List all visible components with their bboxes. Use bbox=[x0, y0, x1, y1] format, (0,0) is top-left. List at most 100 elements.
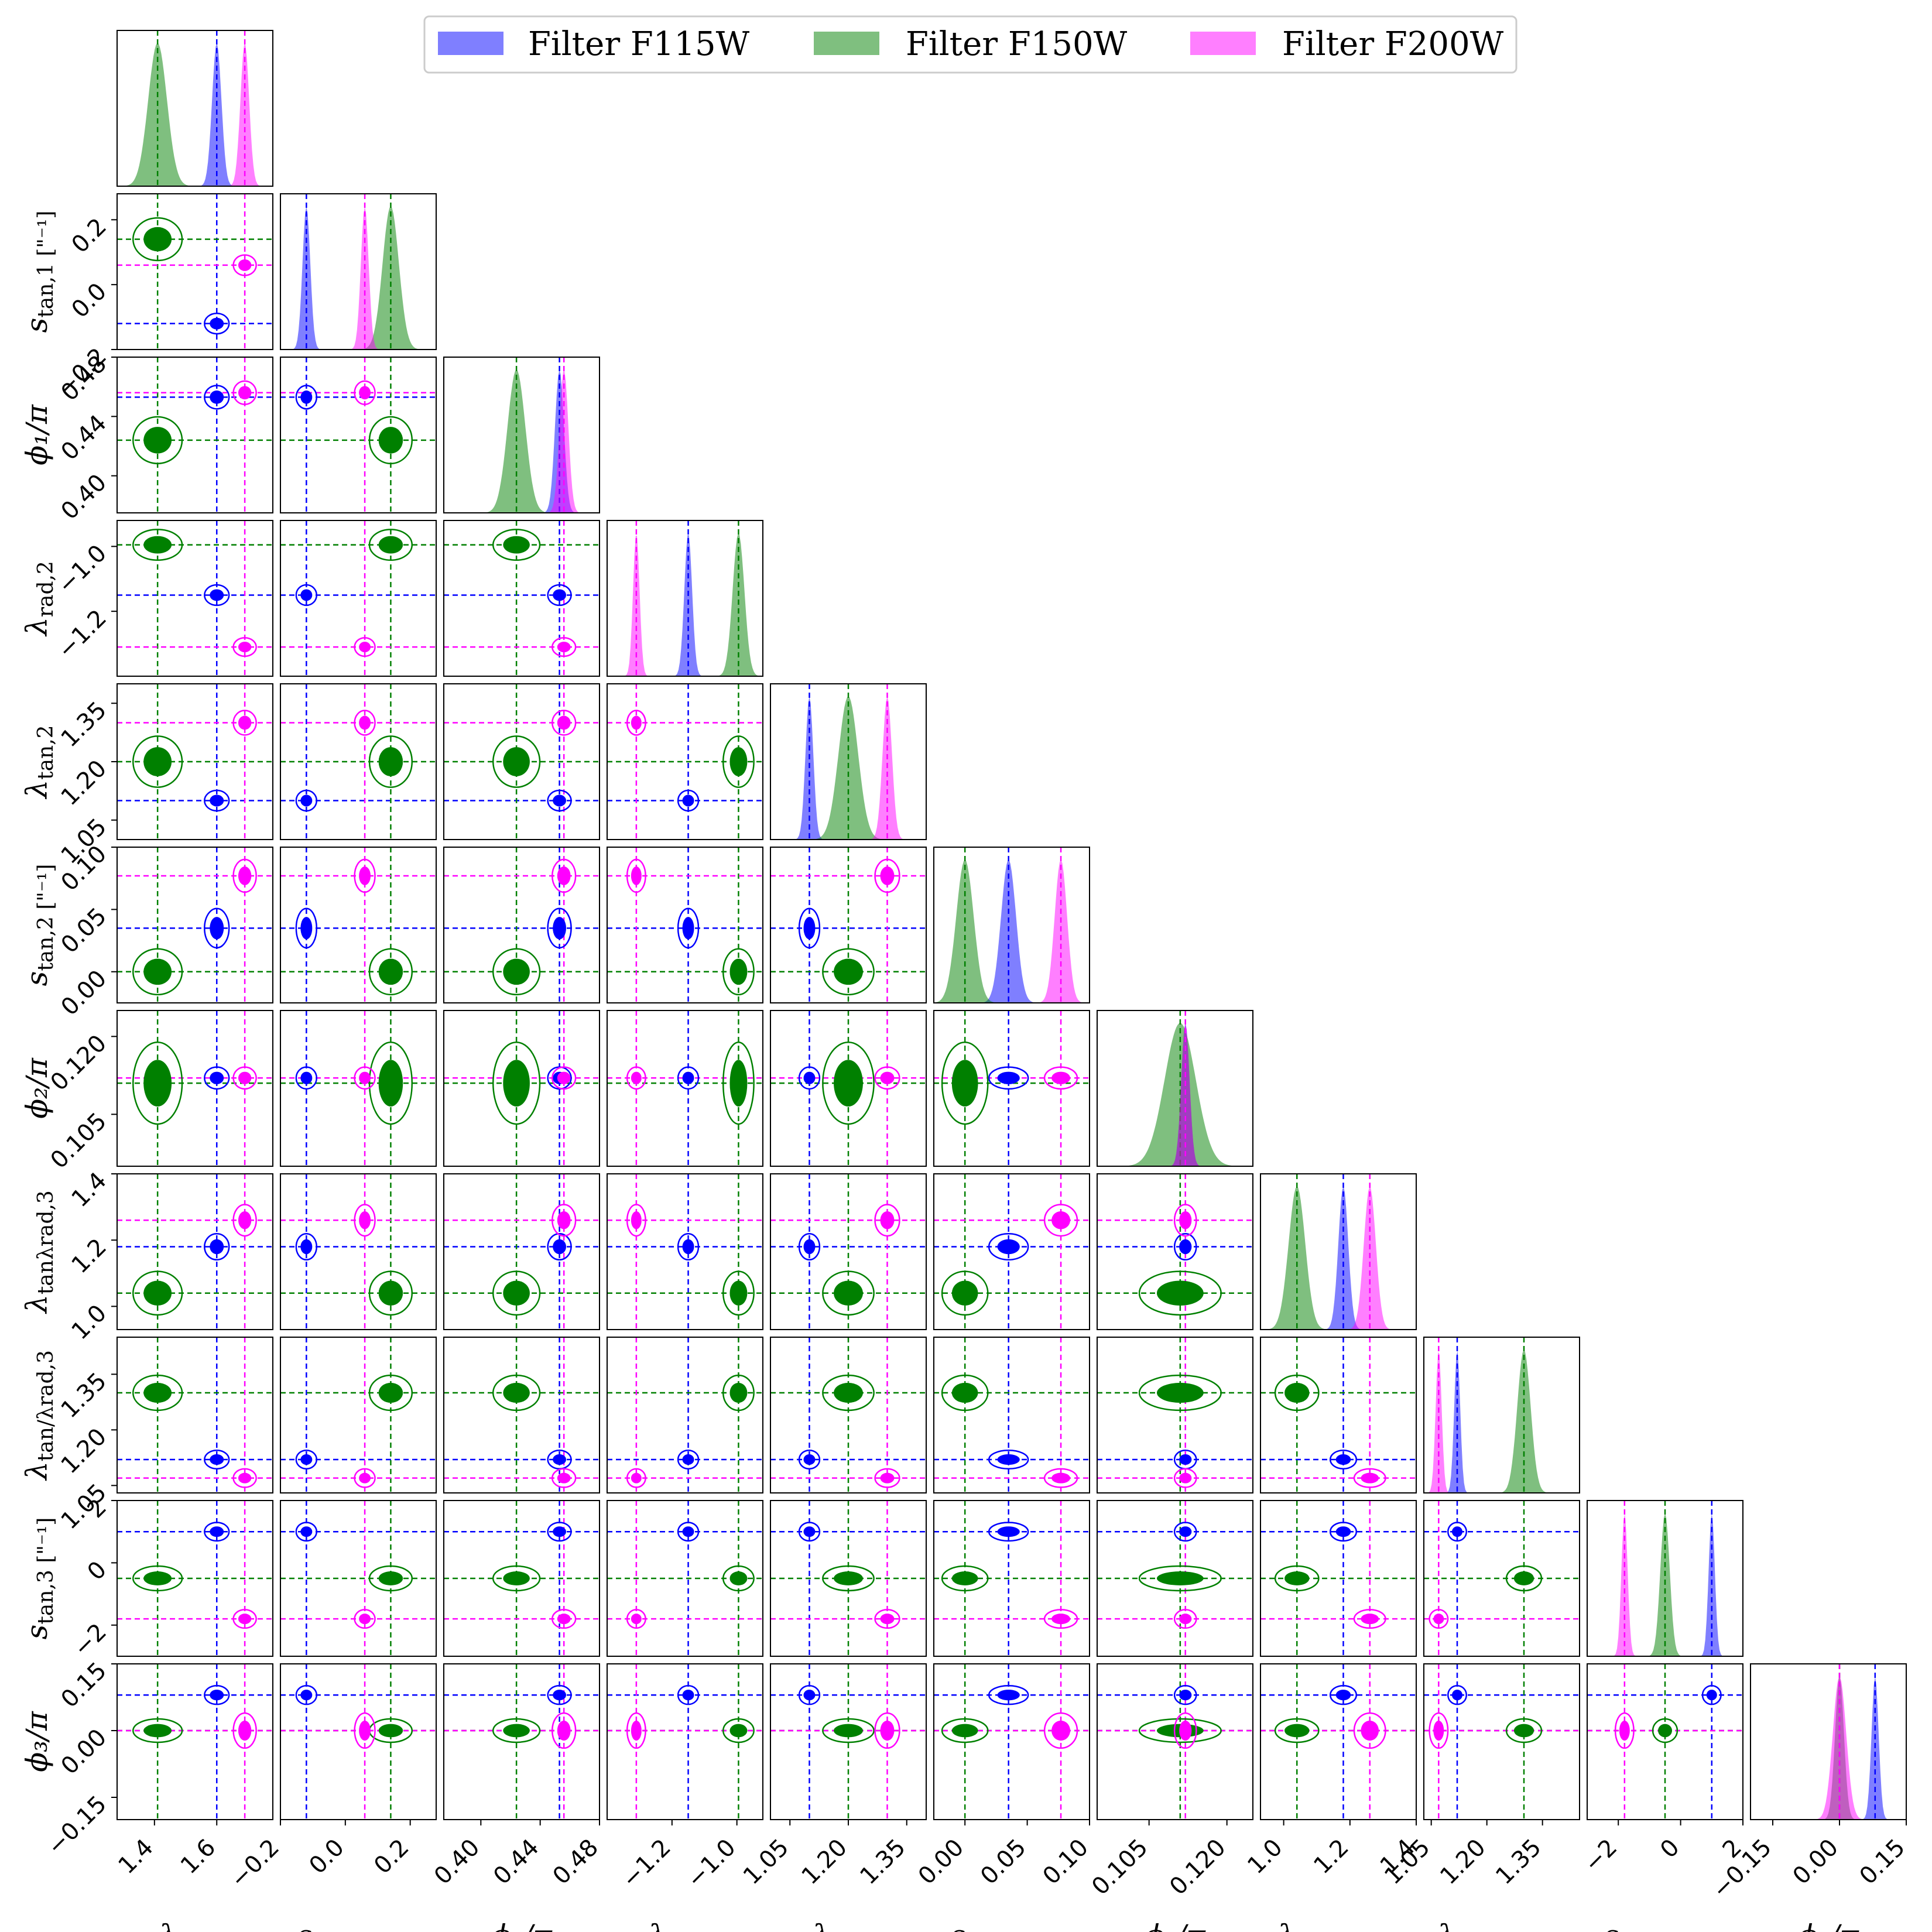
panel-frame bbox=[933, 1663, 1090, 1820]
panel-st2-phi3 bbox=[934, 1664, 1090, 1820]
contour-95-f200w bbox=[874, 1066, 900, 1090]
contour-68-f115w bbox=[300, 1071, 313, 1084]
panel-lt1-st3 bbox=[117, 1501, 273, 1656]
contour-68-f200w bbox=[631, 715, 642, 730]
contour-68-f150w bbox=[1156, 1280, 1204, 1306]
x-axis-label-lr2: λrad,2 bbox=[646, 1919, 722, 1932]
y-axis-label-ltlr3: λtanλrad,3 bbox=[20, 1190, 58, 1314]
contour-95-f200w bbox=[1173, 1204, 1197, 1237]
contour-95-f200w bbox=[354, 710, 376, 736]
panel-frame bbox=[607, 1337, 763, 1493]
contour-68-f150w bbox=[834, 958, 863, 985]
contour-95-f200w bbox=[232, 254, 257, 276]
panel-st1-st3 bbox=[280, 1501, 436, 1656]
contour-68-f200w bbox=[631, 1472, 642, 1484]
contour-95-f200w bbox=[1043, 1204, 1078, 1237]
contour-95-f150w bbox=[368, 529, 413, 561]
contour-68-f150w bbox=[378, 1060, 403, 1107]
panel-frame bbox=[443, 357, 600, 513]
y-tick-label: 0.00 bbox=[56, 965, 112, 1021]
contour-68-f200w bbox=[1051, 1720, 1071, 1741]
panel-frame bbox=[117, 847, 273, 1003]
panel-frame bbox=[1097, 1010, 1253, 1167]
panel-st1-st1 bbox=[280, 194, 436, 350]
panel-lt1-ltlr3 bbox=[117, 1174, 273, 1330]
panel-frame bbox=[933, 1337, 1090, 1493]
contour-95-f200w bbox=[232, 1066, 257, 1090]
contour-95-f200w bbox=[626, 1609, 646, 1629]
y-tick-label: 0.00 bbox=[56, 1724, 112, 1780]
contour-95-f200w bbox=[626, 1712, 646, 1749]
marginal-f115w bbox=[934, 859, 1090, 1003]
panel-lr2-lr2 bbox=[607, 520, 763, 676]
contour-95-f115w bbox=[204, 1066, 230, 1090]
contour-95-f115w bbox=[1173, 1522, 1197, 1542]
panel-frame bbox=[607, 1173, 763, 1330]
contour-68-f115w bbox=[210, 917, 224, 940]
contour-95-f150w bbox=[822, 948, 875, 996]
contour-68-f115w bbox=[1179, 1526, 1192, 1537]
contour-68-f150w bbox=[729, 1382, 748, 1403]
contour-95-f200w bbox=[354, 1609, 376, 1629]
contour-95-f150w bbox=[941, 1565, 989, 1592]
contour-68-f115w bbox=[1335, 1526, 1351, 1537]
contour-95-f115w bbox=[547, 1684, 572, 1705]
y-tick-label: 0.44 bbox=[56, 410, 112, 466]
panel-frame bbox=[117, 1337, 273, 1493]
panel-lt1-phi2 bbox=[117, 1010, 273, 1166]
contour-95-f200w bbox=[354, 1468, 376, 1488]
panel-frame bbox=[280, 683, 437, 840]
contour-95-f150w bbox=[1505, 1565, 1543, 1592]
contour-95-f200w bbox=[1353, 1609, 1386, 1629]
contour-68-f200w bbox=[359, 866, 371, 885]
contour-95-f150w bbox=[368, 1374, 413, 1412]
panel-ltdlr3-st3 bbox=[1424, 1501, 1580, 1656]
y-tick-label: 0.40 bbox=[56, 469, 112, 525]
contour-68-f200w bbox=[880, 1211, 895, 1229]
contour-68-f200w bbox=[359, 1071, 371, 1084]
panel-st1-lt2 bbox=[280, 684, 436, 840]
contour-95-f200w bbox=[354, 1204, 376, 1237]
contour-68-f150w bbox=[503, 747, 530, 776]
contour-95-f115w bbox=[204, 584, 230, 607]
marginal-f115w bbox=[1260, 1186, 1416, 1330]
marginal-f150w bbox=[1260, 1186, 1416, 1330]
contour-95-f115w bbox=[988, 1450, 1029, 1469]
panel-frame bbox=[933, 847, 1090, 1003]
contour-68-f115w bbox=[210, 1239, 224, 1255]
y-tick-label: −0.15 bbox=[42, 1791, 112, 1861]
contour-68-f115w bbox=[553, 1239, 566, 1255]
contour-68-f115w bbox=[1335, 1690, 1351, 1701]
panel-lr2-st3 bbox=[607, 1501, 763, 1656]
contour-68-f115w bbox=[300, 1454, 313, 1465]
panel-st2-phi2 bbox=[934, 1010, 1090, 1166]
contour-95-f150w bbox=[492, 1718, 541, 1743]
contour-95-f150w bbox=[722, 948, 755, 996]
legend: Filter F115W Filter F150W Filter F200W bbox=[423, 15, 1517, 74]
contour-95-f115w bbox=[798, 1684, 821, 1705]
panel-lt1-lr2 bbox=[117, 520, 273, 676]
panel-phi1-phi1 bbox=[444, 357, 600, 513]
x-tick-label: 0.00 bbox=[1788, 1834, 1844, 1890]
marginal-f150w bbox=[1424, 1349, 1580, 1493]
panel-frame bbox=[443, 1337, 600, 1493]
panel-lt2-ltlr3 bbox=[770, 1174, 926, 1330]
panel-ltdlr3-phi3 bbox=[1424, 1664, 1580, 1820]
contour-95-f150w bbox=[1274, 1718, 1320, 1743]
panel-lr2-ltlr3 bbox=[607, 1174, 763, 1330]
legend-swatch-f200w bbox=[1190, 32, 1256, 55]
panel-frame bbox=[280, 1010, 437, 1167]
panel-lt1-ltdlr3 bbox=[117, 1337, 273, 1493]
y-tick-label: 1.35 bbox=[56, 697, 112, 753]
x-tick-label: 0.48 bbox=[548, 1834, 604, 1890]
contour-95-f150w bbox=[368, 948, 413, 996]
contour-95-f200w bbox=[232, 858, 257, 893]
panel-lr2-phi3 bbox=[607, 1664, 763, 1820]
x-tick-label: −0.2 bbox=[225, 1834, 285, 1893]
contour-68-f115w bbox=[553, 589, 566, 601]
contour-95-f115w bbox=[204, 312, 230, 335]
panel-frame bbox=[443, 1173, 600, 1330]
contour-95-f115w bbox=[988, 1684, 1029, 1705]
panel-st2-st2 bbox=[934, 847, 1090, 1003]
